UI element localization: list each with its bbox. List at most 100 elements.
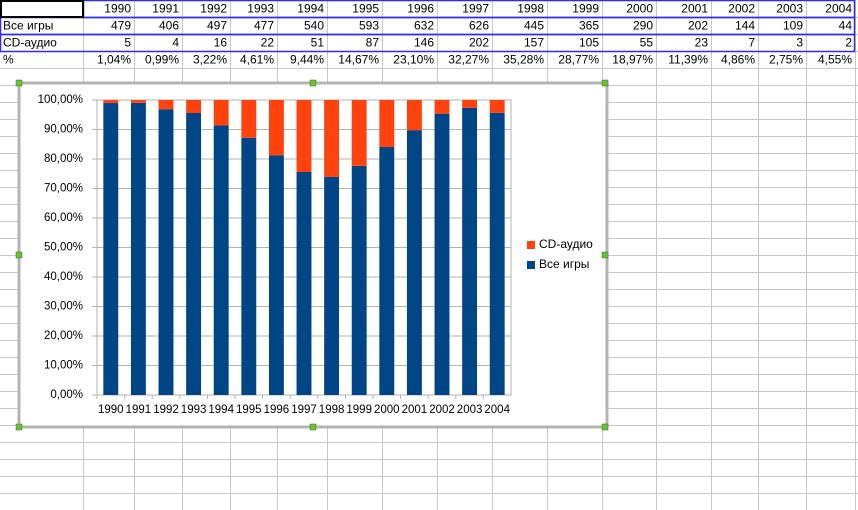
cell: 16 (214, 36, 228, 50)
bar-segment (489, 100, 505, 113)
legend-swatch (527, 261, 535, 269)
y-tick-label: 20,00% (44, 330, 83, 342)
x-tick-label: 1991 (126, 404, 152, 416)
cell: 14,67% (338, 53, 379, 67)
column-year: 1999 (572, 2, 599, 16)
bar-segment (379, 147, 395, 395)
bar-segment (186, 100, 202, 114)
y-tick-label: 40,00% (44, 271, 83, 283)
bar-segment (434, 113, 450, 396)
column-year: 1993 (247, 2, 274, 16)
resize-handle (309, 79, 317, 87)
bar-segment (213, 100, 229, 126)
x-tick-label: 1990 (98, 404, 124, 416)
row-label: CD-аудио (3, 36, 57, 50)
cell: 479 (111, 19, 131, 33)
bar-segment (434, 100, 450, 114)
x-tick-label: 1992 (153, 404, 179, 416)
cell: 23,10% (393, 53, 434, 67)
cell: 3,22% (193, 53, 227, 67)
y-tick-label: 80,00% (44, 153, 83, 165)
cell: 87 (366, 36, 380, 50)
cell: 4,86% (721, 53, 755, 67)
cell: 146 (414, 36, 434, 50)
row-label: % (3, 53, 14, 67)
resize-handle (601, 79, 609, 87)
y-tick-label: 50,00% (44, 242, 83, 254)
x-tick-label: 2002 (429, 404, 455, 416)
x-tick-label: 2000 (374, 404, 400, 416)
bar-segment (489, 112, 505, 396)
bar-segment (241, 100, 257, 138)
cell: 11,39% (668, 53, 708, 67)
cell: 4,55% (818, 53, 852, 67)
bar-segment (158, 109, 174, 395)
cell: 157 (524, 36, 544, 50)
cell: 55 (640, 36, 654, 50)
bar-segment (462, 107, 478, 395)
legend-label: Все игры (539, 257, 589, 271)
cell: 23 (695, 36, 709, 50)
column-year: 1991 (152, 2, 179, 16)
bar-segment (268, 155, 284, 395)
cell: 105 (579, 36, 599, 50)
bar-segment (296, 171, 312, 395)
cell: 5 (124, 36, 131, 50)
cell: 365 (579, 19, 599, 33)
column-year: 1990 (104, 2, 131, 16)
x-tick-label: 2003 (457, 404, 483, 416)
resize-handle (601, 251, 609, 259)
x-tick-label: 1995 (236, 404, 262, 416)
bar-segment (406, 100, 422, 131)
cell: 51 (311, 36, 325, 50)
bar-segment (296, 100, 312, 172)
cell-cursor (0, 0, 84, 18)
column-year: 1995 (352, 2, 379, 16)
y-tick-label: 30,00% (44, 301, 83, 313)
cell: 497 (207, 19, 227, 33)
y-tick-label: 60,00% (44, 212, 83, 224)
column-year: 2002 (728, 2, 755, 16)
y-tick-label: 70,00% (44, 183, 83, 195)
x-tick-label: 1999 (346, 404, 372, 416)
range-outline (0, 33, 856, 53)
column-year: 2003 (776, 2, 803, 16)
cell: 290 (633, 19, 653, 33)
cell: 445 (524, 19, 544, 33)
bar-segment (186, 113, 202, 396)
cell: 626 (469, 19, 489, 33)
cell: 477 (254, 19, 274, 33)
bar-segment (406, 130, 422, 396)
cell: 144 (735, 19, 755, 33)
bar-segment (130, 102, 146, 396)
cell: 4 (172, 36, 179, 50)
cell: 406 (159, 19, 179, 33)
resize-handle (15, 79, 23, 87)
y-tick-label: 10,00% (44, 360, 83, 372)
resize-handle (15, 251, 23, 259)
legend-label: CD-аудио (539, 237, 593, 251)
bar-segment (130, 100, 146, 103)
cell: 2 (845, 36, 852, 50)
y-tick-label: 100,00% (38, 94, 83, 106)
column-year: 2000 (626, 2, 653, 16)
cell: 593 (359, 19, 379, 33)
column-year: 1997 (462, 2, 489, 16)
bar-segment (103, 103, 119, 395)
x-tick-label: 1997 (291, 404, 317, 416)
cell: 202 (688, 19, 708, 33)
cell: 4,61% (240, 53, 274, 67)
cell: 0,99% (145, 53, 179, 67)
column-year: 1996 (407, 2, 434, 16)
legend-swatch (527, 241, 535, 249)
cell: 9,44% (290, 53, 324, 67)
x-tick-label: 1998 (319, 404, 345, 416)
cell: 3 (796, 36, 803, 50)
column-year: 2001 (681, 2, 708, 16)
x-tick-label: 1993 (181, 404, 207, 416)
column-year: 1998 (517, 2, 544, 16)
column-year: 1992 (200, 2, 227, 16)
bar-segment (213, 125, 229, 395)
bar-segment (351, 100, 367, 166)
